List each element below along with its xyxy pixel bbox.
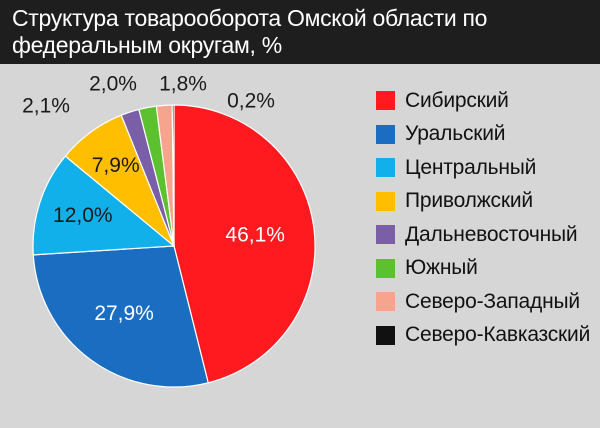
slice-value-label: 46,1% bbox=[225, 224, 285, 247]
slice-value-label: 27,9% bbox=[94, 302, 154, 325]
pie-slice-1 bbox=[173, 104, 316, 384]
legend-item: Центральный bbox=[376, 151, 598, 185]
pie-slices bbox=[32, 104, 316, 388]
legend-label: Южный bbox=[405, 256, 478, 280]
legend-item: Приволжский bbox=[376, 185, 598, 219]
pie-slice-8 bbox=[171, 104, 175, 247]
legend-label: Дальневосточный bbox=[405, 222, 578, 246]
legend-label: Северо-Западный bbox=[405, 289, 580, 313]
legend-item: Южный bbox=[376, 252, 598, 286]
legend-label: Уральский bbox=[405, 122, 506, 146]
chart-legend: Сибирский Уральский Центральный Приволжский… bbox=[376, 84, 598, 352]
slice-value-label: 2,1% bbox=[22, 95, 70, 118]
slice-value-label: 7,9% bbox=[92, 154, 140, 177]
legend-swatch bbox=[376, 158, 395, 178]
pie-labels: 46,1% 27,9% 12,0% 7,9% 2,1% 2,0% 1,8% 0,2% bbox=[22, 73, 285, 325]
pie-slice-2 bbox=[32, 245, 209, 388]
pie-slice-3 bbox=[32, 155, 175, 256]
slice-value-label: 12,0% bbox=[53, 204, 113, 227]
legend-swatch bbox=[376, 225, 395, 245]
legend-swatch bbox=[376, 191, 395, 211]
slice-value-label: 1,8% bbox=[159, 73, 207, 96]
legend-swatch bbox=[376, 292, 395, 312]
legend-item: Уральский bbox=[376, 118, 598, 152]
legend-label: Северо-Кавказский bbox=[405, 323, 591, 347]
legend-item: Сибирский bbox=[376, 84, 598, 118]
legend-swatch bbox=[376, 124, 395, 144]
legend-item: Дальневосточный bbox=[376, 218, 598, 252]
chart-header: Структура товарооборота Омской области п… bbox=[0, 0, 600, 64]
chart-title: Структура товарооборота Омской области п… bbox=[12, 5, 488, 58]
legend-item: Северо-Западный bbox=[376, 285, 598, 319]
legend-label: Приволжский bbox=[405, 189, 533, 213]
legend-label: Сибирский bbox=[405, 88, 509, 112]
legend-swatch bbox=[376, 91, 395, 111]
legend-item: Северо-Кавказский bbox=[376, 319, 598, 353]
slice-value-label: 2,0% bbox=[89, 73, 137, 96]
legend-swatch bbox=[376, 258, 395, 278]
legend-swatch bbox=[376, 325, 395, 345]
slice-value-label: 0,2% bbox=[227, 90, 275, 113]
legend-label: Центральный bbox=[405, 155, 537, 179]
